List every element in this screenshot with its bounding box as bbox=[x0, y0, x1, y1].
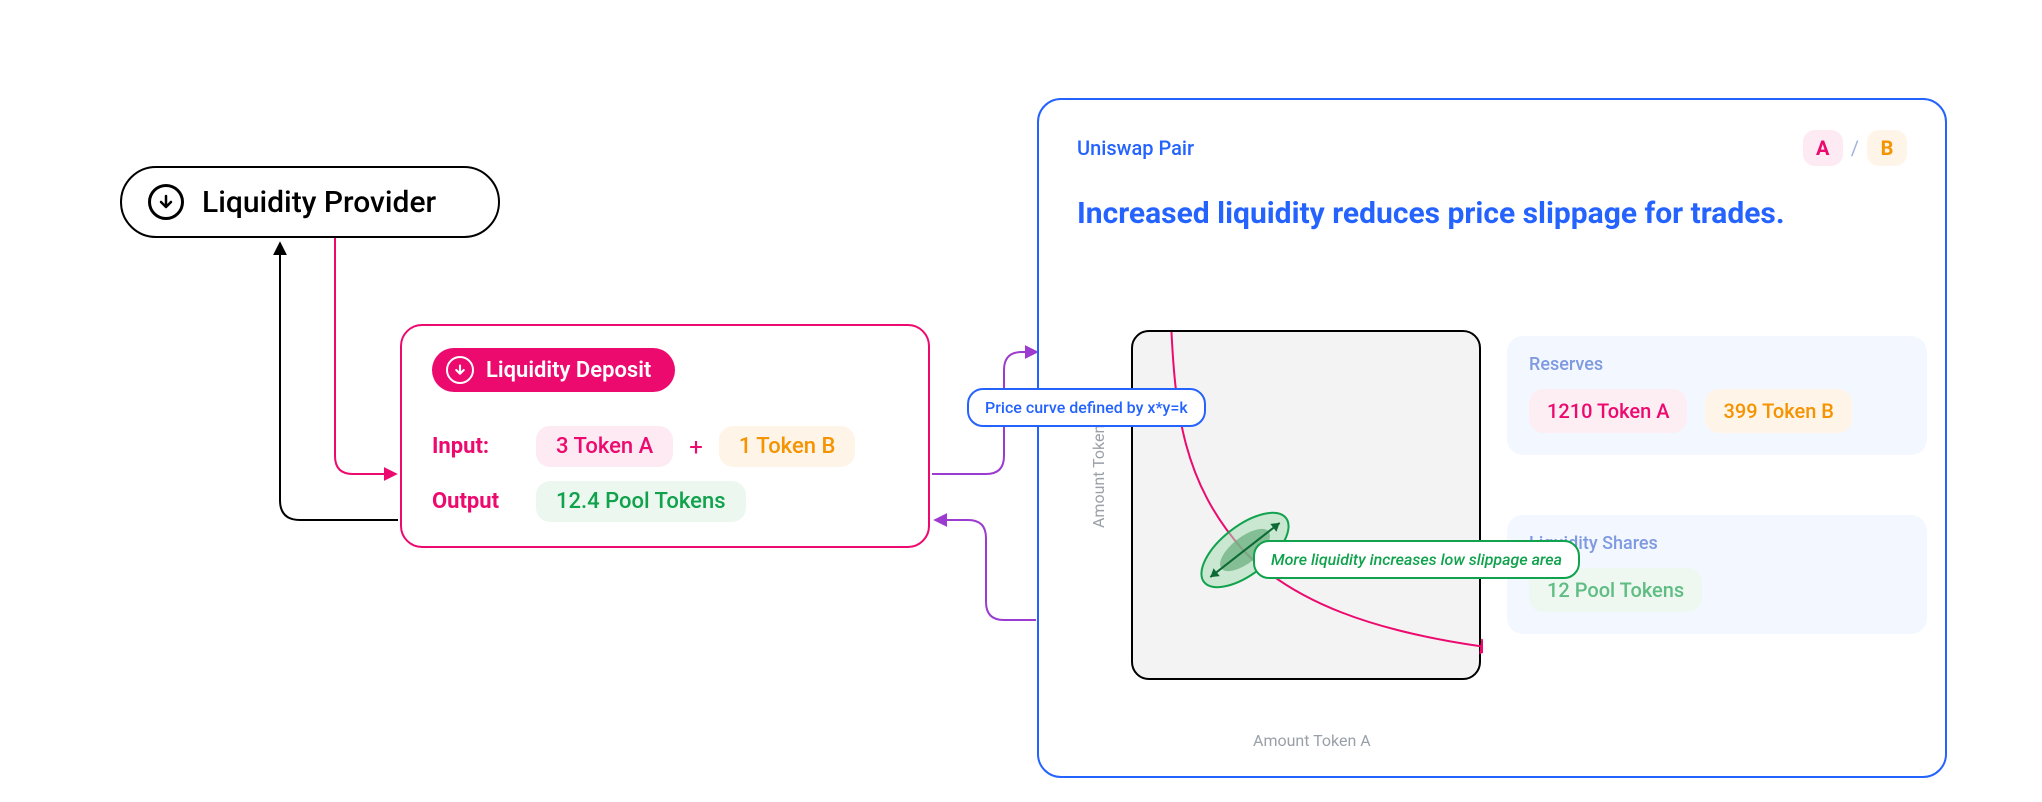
deposit-header-label: Liquidity Deposit bbox=[486, 358, 651, 383]
plus-symbol: + bbox=[689, 433, 703, 461]
uniswap-pair-panel: Uniswap Pair A / B Increased liquidity r… bbox=[1037, 98, 1947, 778]
deposit-input-row: Input: 3 Token A + 1 Token B bbox=[432, 426, 898, 467]
slippage-note-bubble: More liquidity increases low slippage ar… bbox=[1253, 540, 1580, 579]
badge-token-a: A bbox=[1803, 130, 1843, 166]
down-arrow-icon bbox=[148, 184, 184, 220]
pair-title: Uniswap Pair bbox=[1077, 136, 1194, 160]
liquidity-provider-node: Liquidity Provider bbox=[120, 166, 500, 238]
down-arrow-icon bbox=[446, 356, 474, 384]
reserve-token-a: 1210 Token A bbox=[1529, 389, 1687, 433]
provider-label: Liquidity Provider bbox=[202, 185, 436, 220]
chart-x-axis-label: Amount Token A bbox=[1253, 731, 1371, 750]
badge-token-b: B bbox=[1867, 130, 1907, 166]
input-token-a: 3 Token A bbox=[536, 426, 673, 467]
input-key: Input: bbox=[432, 434, 520, 459]
liquidity-deposit-card: Liquidity Deposit Input: 3 Token A + 1 T… bbox=[400, 324, 930, 548]
output-pool-tokens: 12.4 Pool Tokens bbox=[536, 481, 746, 522]
shares-title: Liquidity Shares bbox=[1529, 533, 1905, 554]
pair-headline: Increased liquidity reduces price slippa… bbox=[1077, 194, 1897, 235]
deposit-header: Liquidity Deposit bbox=[432, 348, 675, 392]
pair-header: Uniswap Pair A / B bbox=[1077, 130, 1907, 166]
price-formula-bubble: Price curve defined by x*y=k bbox=[967, 388, 1206, 427]
input-token-b: 1 Token B bbox=[719, 426, 856, 467]
badge-separator: / bbox=[1851, 136, 1859, 160]
chart-y-axis-label: Amount Token B bbox=[1089, 411, 1108, 528]
pair-badges: A / B bbox=[1803, 130, 1907, 166]
output-key: Output bbox=[432, 489, 520, 514]
reserves-title: Reserves bbox=[1529, 354, 1905, 375]
deposit-output-row: Output 12.4 Pool Tokens bbox=[432, 481, 898, 522]
reserve-token-b: 399 Token B bbox=[1705, 389, 1851, 433]
pair-info-column: Reserves 1210 Token A 399 Token B Liquid… bbox=[1507, 336, 1927, 664]
reserves-block: Reserves 1210 Token A 399 Token B bbox=[1507, 336, 1927, 455]
chart-plot-area bbox=[1131, 330, 1481, 680]
